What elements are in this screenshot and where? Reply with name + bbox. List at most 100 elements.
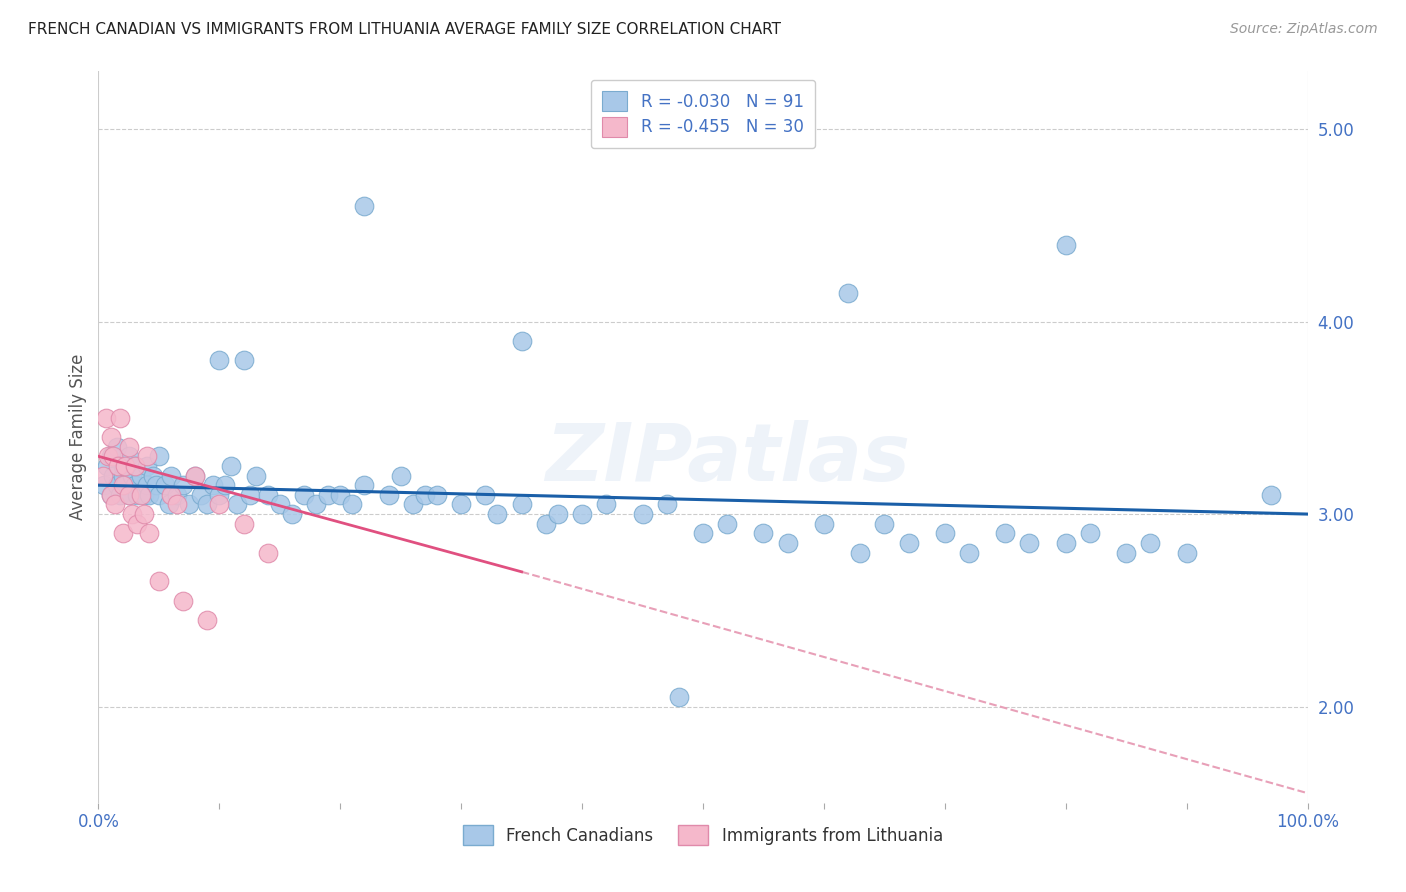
- Point: [100, 488, 122, 502]
- Point: [145, 478, 167, 492]
- Point: [1054, 536, 1077, 550]
- Point: [127, 488, 149, 502]
- Point: [631, 507, 654, 521]
- Point: [93, 478, 115, 492]
- Point: [934, 526, 956, 541]
- Point: [129, 468, 152, 483]
- Point: [100, 430, 122, 444]
- Point: [108, 488, 131, 502]
- Point: [160, 468, 183, 483]
- Point: [97, 450, 120, 464]
- Point: [1078, 526, 1101, 541]
- Point: [226, 498, 249, 512]
- Point: [127, 516, 149, 531]
- Point: [118, 488, 141, 502]
- Point: [124, 478, 146, 492]
- Point: [353, 199, 375, 213]
- Point: [547, 507, 569, 521]
- Point: [114, 458, 136, 473]
- Point: [239, 488, 262, 502]
- Point: [148, 488, 170, 502]
- Point: [121, 468, 143, 483]
- Point: [202, 478, 225, 492]
- Point: [148, 574, 170, 589]
- Point: [957, 545, 980, 559]
- Point: [534, 516, 557, 531]
- Point: [184, 468, 207, 483]
- Point: [121, 507, 143, 521]
- Point: [269, 498, 291, 512]
- Point: [450, 498, 472, 512]
- Point: [1115, 545, 1137, 559]
- Point: [571, 507, 593, 521]
- Point: [813, 516, 835, 531]
- Point: [474, 488, 496, 502]
- Point: [195, 498, 218, 512]
- Text: ZIPatlas: ZIPatlas: [544, 420, 910, 498]
- Point: [1054, 237, 1077, 252]
- Legend: French Canadians, Immigrants from Lithuania: French Canadians, Immigrants from Lithua…: [454, 817, 952, 853]
- Point: [1260, 488, 1282, 502]
- Point: [353, 478, 375, 492]
- Point: [655, 498, 678, 512]
- Point: [129, 488, 152, 502]
- Point: [221, 458, 243, 473]
- Point: [426, 488, 449, 502]
- Point: [208, 353, 231, 368]
- Point: [124, 458, 146, 473]
- Point: [281, 507, 304, 521]
- Text: Source: ZipAtlas.com: Source: ZipAtlas.com: [1230, 22, 1378, 37]
- Point: [104, 498, 127, 512]
- Point: [118, 488, 141, 502]
- Point: [160, 488, 183, 502]
- Point: [166, 488, 188, 502]
- Point: [716, 516, 738, 531]
- Point: [873, 516, 896, 531]
- Point: [413, 488, 436, 502]
- Point: [138, 526, 160, 541]
- Point: [179, 498, 201, 512]
- Point: [134, 488, 156, 502]
- Point: [91, 468, 114, 483]
- Point: [208, 488, 231, 502]
- Text: FRENCH CANADIAN VS IMMIGRANTS FROM LITHUANIA AVERAGE FAMILY SIZE CORRELATION CHA: FRENCH CANADIAN VS IMMIGRANTS FROM LITHU…: [28, 22, 782, 37]
- Point: [190, 488, 212, 502]
- Y-axis label: Average Family Size: Average Family Size: [69, 354, 87, 520]
- Point: [208, 498, 231, 512]
- Point: [837, 285, 859, 300]
- Point: [148, 450, 170, 464]
- Point: [172, 478, 194, 492]
- Point: [389, 468, 412, 483]
- Point: [157, 498, 180, 512]
- Point: [232, 353, 254, 368]
- Point: [172, 593, 194, 607]
- Point: [118, 450, 141, 464]
- Point: [486, 507, 509, 521]
- Point: [402, 498, 425, 512]
- Point: [849, 545, 872, 559]
- Point: [184, 468, 207, 483]
- Point: [316, 488, 339, 502]
- Point: [111, 526, 134, 541]
- Point: [135, 450, 157, 464]
- Point: [105, 478, 128, 492]
- Point: [101, 450, 124, 464]
- Point: [108, 410, 131, 425]
- Point: [245, 468, 267, 483]
- Point: [214, 478, 236, 492]
- Point: [105, 440, 128, 454]
- Point: [510, 498, 533, 512]
- Point: [292, 488, 315, 502]
- Point: [305, 498, 328, 512]
- Point: [329, 488, 352, 502]
- Point: [1139, 536, 1161, 550]
- Point: [1018, 536, 1040, 550]
- Point: [96, 458, 118, 473]
- Point: [118, 440, 141, 454]
- Point: [752, 526, 775, 541]
- Point: [342, 498, 364, 512]
- Point: [776, 536, 799, 550]
- Point: [107, 458, 129, 473]
- Point: [510, 334, 533, 348]
- Point: [101, 468, 124, 483]
